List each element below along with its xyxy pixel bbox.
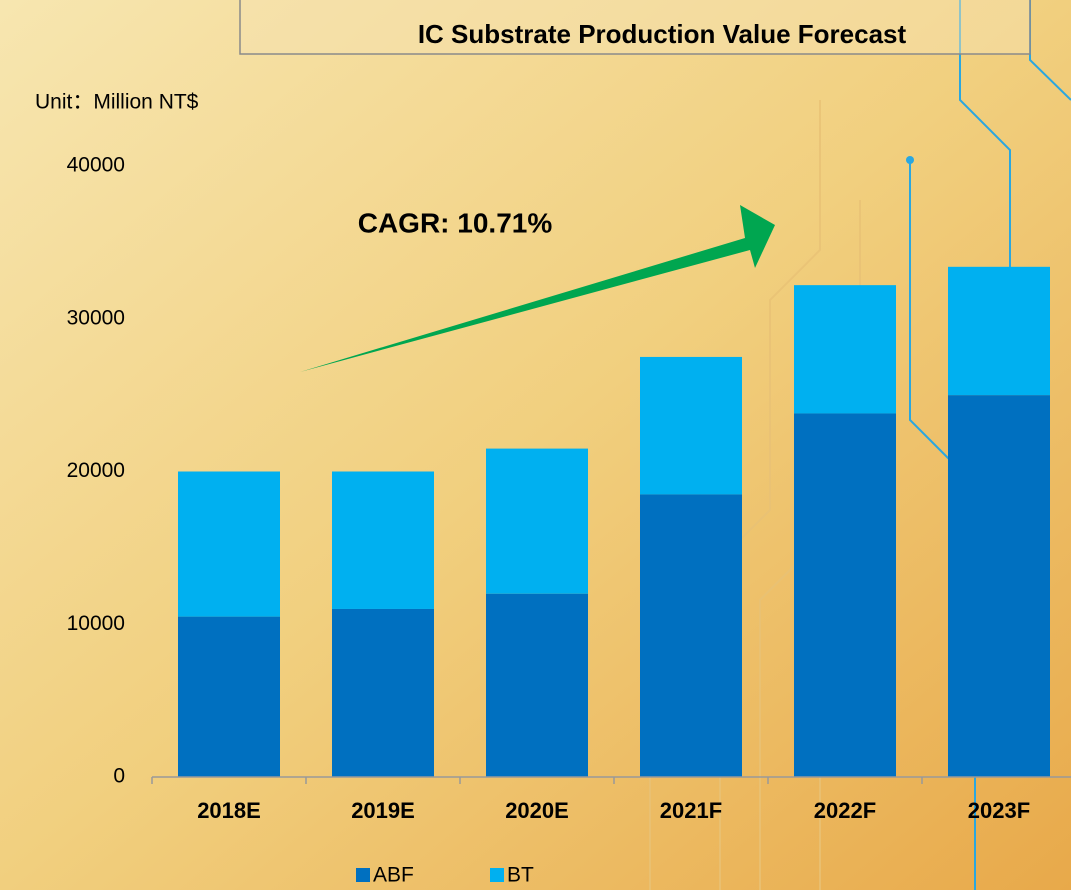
bar-segment (178, 616, 280, 777)
circuit-dot (906, 156, 914, 164)
y-tick-label: 10000 (67, 612, 125, 635)
bar-segment (948, 266, 1050, 396)
y-tick-label: 30000 (67, 306, 125, 329)
legend-label: BT (507, 864, 534, 887)
bar-segment (640, 356, 742, 495)
x-tick-label: 2019E (351, 798, 415, 823)
x-tick-label: 2022F (814, 798, 876, 823)
x-tick-label: 2020E (505, 798, 569, 823)
bar-segment (486, 448, 588, 594)
bar-segment (794, 285, 896, 414)
legend-swatch (356, 868, 370, 882)
x-tick-label: 2023F (968, 798, 1030, 823)
y-axis-label: Unit：Million NT$ (35, 91, 199, 114)
legend-swatch (490, 868, 504, 882)
bar-segment (486, 593, 588, 777)
bar-segment (794, 413, 896, 777)
x-tick-label: 2021F (660, 798, 722, 823)
y-tick-label: 0 (113, 765, 125, 788)
bar-segment (332, 608, 434, 777)
y-tick-label: 20000 (67, 459, 125, 482)
title-box (239, 0, 1031, 55)
bar-segment (332, 471, 434, 609)
bar-segment (640, 494, 742, 777)
annotation: CAGR: 10.71% (358, 207, 553, 238)
x-tick-label: 2018E (197, 798, 261, 823)
legend-label: ABF (373, 864, 414, 887)
bar-segment (178, 471, 280, 617)
chart-title: IC Substrate Production Value Forecast (418, 19, 907, 49)
y-tick-label: 40000 (67, 154, 125, 177)
bar-segment (948, 395, 1050, 777)
